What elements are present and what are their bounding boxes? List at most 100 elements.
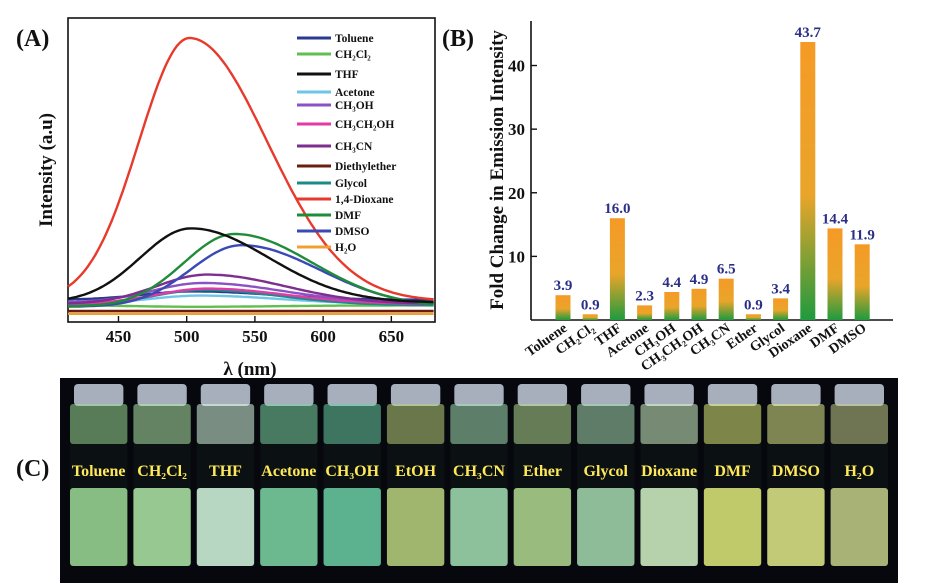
vial-solution [386, 488, 445, 566]
spectrum-line [68, 304, 434, 308]
bar [664, 292, 680, 320]
x-tick-label: 500 [174, 327, 200, 346]
y-tick-label: 30 [508, 120, 525, 139]
panel-a-label: (A) [16, 26, 49, 52]
vial-solution [133, 488, 191, 566]
panel-b-y-axis-title: Fold Change in Emission Intensity [487, 30, 508, 310]
panel-c: (C) Toluene CH₂Cl₂ THF Acetone CH₃OH EtOH CH₃C… [16, 378, 898, 583]
legend-entry: Toluene [335, 33, 374, 45]
bar [745, 314, 761, 320]
vial-solution [260, 488, 318, 566]
bar-value-label: 0.9 [744, 297, 763, 313]
bar-value-label: 3.9 [554, 278, 573, 294]
vial-solution [196, 488, 255, 566]
vial-upper-glass [323, 404, 381, 444]
vial-label: H₂O [844, 463, 874, 480]
vial-label: Glycol [584, 463, 629, 480]
vial-label: DMSO [772, 463, 820, 480]
bar [773, 298, 789, 320]
legend-entry: Acetone [335, 87, 375, 99]
panel-a-frame [67, 17, 436, 323]
vial-label-band [640, 444, 698, 488]
vial-label-band [450, 444, 508, 488]
bar-value-label: 6.5 [717, 262, 736, 278]
panel-a-x-axis-title: λ (nm) [223, 359, 276, 380]
vial: CH₂Cl₂ [133, 384, 191, 566]
vial-cap [390, 384, 441, 406]
x-tick-label: 550 [242, 327, 268, 346]
bar-value-label: 16.0 [604, 201, 630, 217]
vial: EtOH [386, 384, 445, 566]
vial-cap [74, 384, 124, 406]
panel-a-x-ticks: 450 500 550 600 650 [106, 316, 404, 346]
vial: CH₃CN [450, 384, 508, 566]
spectrum-line [67, 232, 434, 308]
vial-solution [640, 488, 698, 566]
vial-upper-glass [577, 404, 635, 444]
bar-value-label: 4.4 [662, 275, 681, 291]
legend-entry: Glycol [335, 178, 367, 190]
legend-entry: THF [335, 69, 359, 81]
vial-label: THF [209, 463, 242, 480]
vial: DMF [703, 384, 762, 566]
x-tick-label: 450 [106, 327, 132, 346]
vial-label-band [133, 444, 191, 488]
vial: CH₃OH [323, 384, 381, 566]
bar [582, 314, 598, 320]
bar [800, 41, 816, 320]
panel-b: (B) 10 20 30 40 Fold Change in Emission Int… [442, 21, 893, 375]
vial-solution [830, 488, 888, 566]
panel-b-label: (B) [442, 26, 474, 52]
vial-upper-glass [450, 404, 508, 444]
vial-solution [513, 488, 572, 566]
vial-label-band [260, 444, 318, 488]
vial-label: EtOH [395, 463, 436, 480]
vial-upper-glass [703, 404, 762, 444]
vial-label-band [323, 444, 381, 488]
legend-entry: DMSO [335, 226, 370, 238]
vial-cap [264, 384, 314, 406]
vial-upper-glass [513, 404, 572, 444]
vial-label: Toluene [72, 463, 126, 480]
vial-label: Ether [523, 463, 562, 480]
vial-label-band [70, 444, 128, 488]
vial-label: CH₃CN [453, 463, 505, 480]
vial-cap [644, 384, 694, 406]
spectrum-line [67, 273, 434, 305]
panel-a-curves [67, 36, 434, 315]
spectrum-line [67, 227, 434, 304]
vial-upper-glass [767, 404, 825, 444]
vial: Ether [513, 384, 572, 566]
legend-entry: CH₃CH₂OH [335, 119, 394, 131]
legend-entry: CH₃OH [335, 100, 374, 112]
bar [718, 278, 734, 320]
vial-upper-glass [70, 404, 128, 444]
vial: Acetone [260, 384, 318, 566]
bar [691, 288, 707, 320]
y-tick-label: 40 [508, 57, 525, 76]
legend-entry: DMF [335, 210, 361, 222]
vial-upper-glass [260, 404, 318, 444]
vial-cap [834, 384, 884, 406]
vial-label-band [513, 444, 572, 488]
vial-label-band [830, 444, 888, 488]
bar [637, 305, 653, 320]
vial-cap [200, 384, 251, 406]
vial-label-band [196, 444, 255, 488]
vial-cap [581, 384, 631, 406]
vial-label: Acetone [261, 463, 316, 480]
x-tick-label: 600 [310, 327, 336, 346]
vial-upper-glass [386, 404, 445, 444]
spectrum-line [67, 36, 434, 301]
legend-entry: Diethylether [335, 161, 396, 173]
panel-a: (A) 450 500 550 600 650 λ (nm) Intensity (a.… [16, 17, 436, 380]
x-tick-label: 650 [379, 327, 405, 346]
vial: Glycol [577, 384, 635, 566]
panel-b-y-ticks: 10 20 30 40 [508, 57, 537, 266]
vial: Dioxane [640, 384, 698, 566]
bar [609, 218, 625, 320]
vial-cap [327, 384, 377, 406]
vial: THF [196, 384, 255, 566]
vial-label-band [767, 444, 825, 488]
